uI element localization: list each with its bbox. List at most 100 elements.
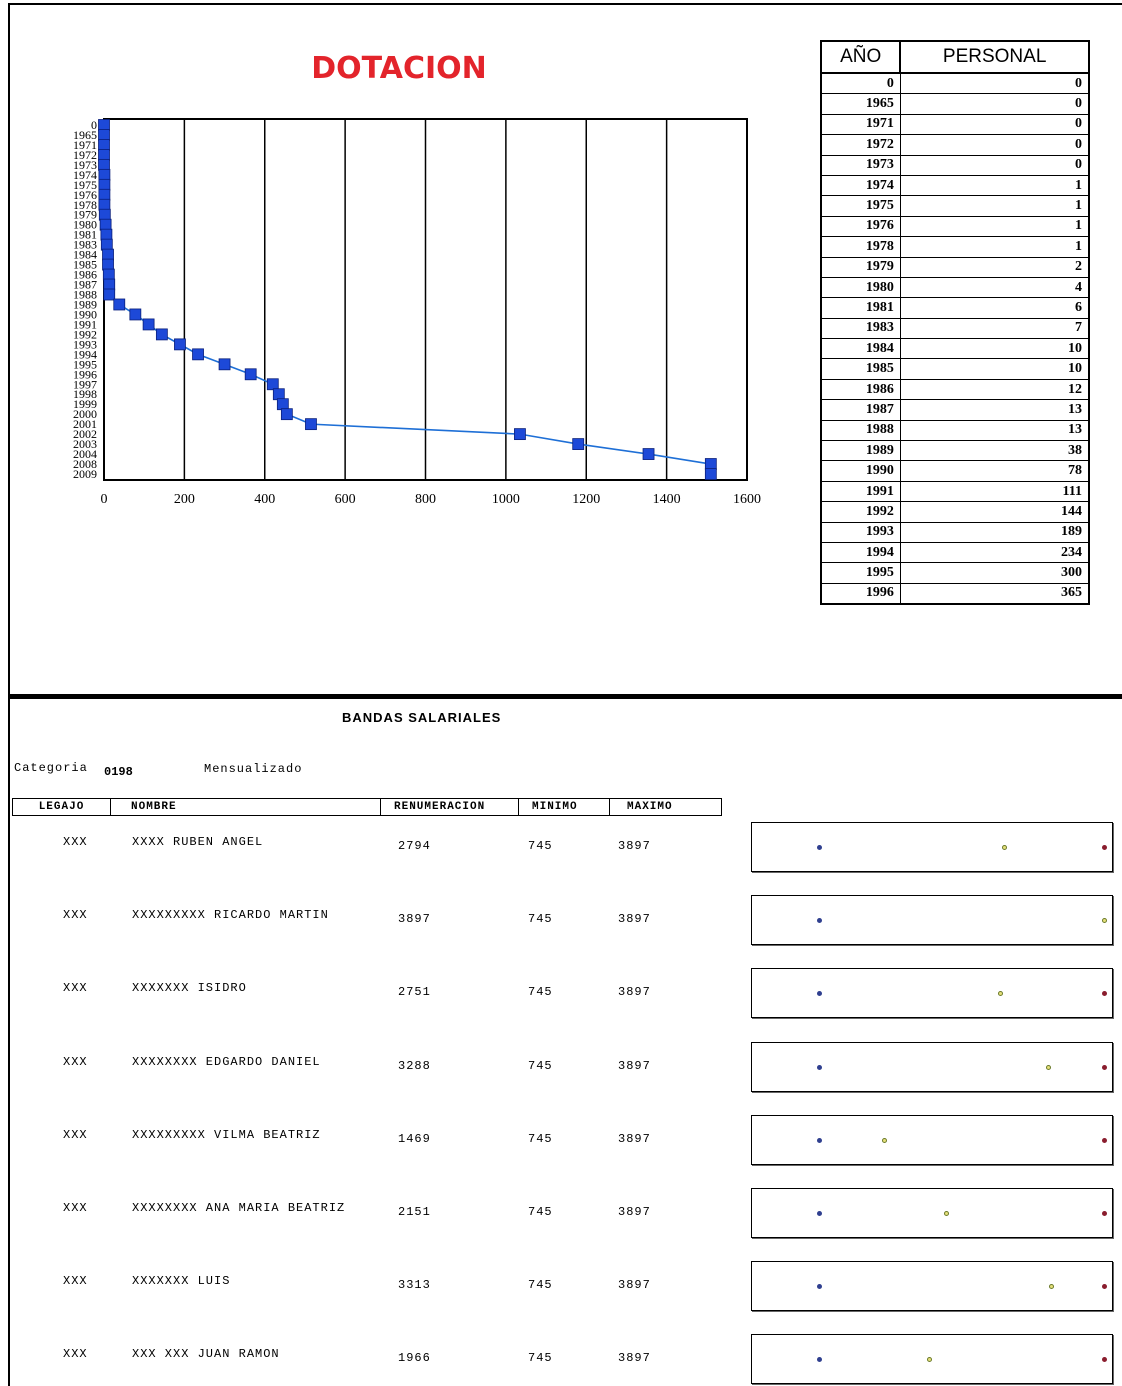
data-point — [156, 329, 167, 340]
cell-year: 1994 — [821, 542, 900, 562]
chart-grid — [104, 119, 747, 480]
salary-band-box — [751, 968, 1113, 1018]
data-point — [705, 469, 716, 480]
table-row: 1984 10 — [821, 339, 1089, 359]
cell-nombre: XXXXXXX LUIS — [132, 1274, 230, 1288]
header-personal: PERSONAL — [900, 41, 1089, 73]
cell-minimo: 745 — [528, 1278, 553, 1292]
cell-legajo: XXX — [63, 1347, 88, 1361]
max-dot — [1102, 991, 1107, 996]
cell-year: 1986 — [821, 379, 900, 399]
data-point — [103, 269, 114, 280]
cell-remuneracion: 3288 — [398, 1059, 431, 1073]
max-dot — [1102, 1357, 1107, 1362]
cell-year: 1995 — [821, 563, 900, 583]
cell-remuneracion: 3897 — [398, 912, 431, 926]
cell-year: 0 — [821, 73, 900, 94]
chart-title: DOTACION — [311, 51, 487, 86]
data-point — [99, 159, 110, 170]
dotacion-chart: DOTACION 0196519711972197319741975197619… — [0, 0, 800, 520]
min-dot — [817, 918, 822, 923]
cell-year: 1993 — [821, 522, 900, 542]
cell-year: 1976 — [821, 216, 900, 236]
data-point — [277, 399, 288, 410]
cell-year: 1975 — [821, 196, 900, 216]
table-row: 1978 1 — [821, 237, 1089, 257]
cell-year: 1965 — [821, 94, 900, 114]
cell-personal: 0 — [900, 73, 1089, 94]
table-row: 1986 12 — [821, 379, 1089, 399]
cell-nombre: XXXXXXXX EDGARDO DANIEL — [132, 1055, 321, 1069]
data-point — [103, 249, 114, 260]
table-row: 1973 0 — [821, 155, 1089, 175]
cell-minimo: 745 — [528, 1205, 553, 1219]
data-point — [103, 259, 114, 270]
table-row: 1989 38 — [821, 441, 1089, 461]
cell-personal: 0 — [900, 114, 1089, 134]
table-row: 1987 13 — [821, 400, 1089, 420]
salary-band-box — [751, 1261, 1113, 1311]
data-point — [104, 279, 115, 290]
cell-personal: 7 — [900, 318, 1089, 338]
cell-nombre: XXXX RUBEN ANGEL — [132, 835, 263, 849]
cell-personal: 2 — [900, 257, 1089, 277]
cell-legajo: XXX — [63, 1055, 88, 1069]
salary-band-box — [751, 895, 1113, 945]
cell-nombre: XXXXXXX ISIDRO — [132, 981, 247, 995]
cell-year: 1972 — [821, 135, 900, 155]
data-point — [245, 369, 256, 380]
cell-personal: 1 — [900, 196, 1089, 216]
data-point — [514, 429, 525, 440]
y-axis-labels: 0196519711972197319741975197619781979198… — [73, 118, 97, 481]
cell-personal: 10 — [900, 359, 1089, 379]
table-row: 1979 2 — [821, 257, 1089, 277]
data-point — [99, 179, 110, 190]
cell-year: 1981 — [821, 298, 900, 318]
cell-nombre: XXX XXX JUAN RAMON — [132, 1347, 280, 1361]
cell-minimo: 745 — [528, 1059, 553, 1073]
data-point — [305, 419, 316, 430]
cell-maximo: 3897 — [618, 1132, 651, 1146]
salary-band-box — [751, 1042, 1113, 1092]
cell-year: 1971 — [821, 114, 900, 134]
min-dot — [817, 1211, 822, 1216]
cell-legajo: XXX — [63, 1201, 88, 1215]
data-point — [174, 339, 185, 350]
table-row: 1994 234 — [821, 542, 1089, 562]
cell-year: 1980 — [821, 277, 900, 297]
data-point — [99, 129, 110, 140]
header-ano: AÑO — [821, 41, 900, 73]
col-header-remuneracion: RENUMERACION — [380, 798, 518, 816]
cell-personal: 38 — [900, 441, 1089, 461]
min-dot — [817, 1065, 822, 1070]
bands-title: BANDAS SALARIALES — [342, 710, 501, 725]
cell-remuneracion: 1966 — [398, 1351, 431, 1365]
category-value: 0198 — [104, 765, 133, 779]
salary-band-box — [751, 1188, 1113, 1238]
cell-remuneracion: 2751 — [398, 985, 431, 999]
cell-remuneracion: 2151 — [398, 1205, 431, 1219]
cell-personal: 1 — [900, 216, 1089, 236]
cell-maximo: 3897 — [618, 1278, 651, 1292]
series-markers — [99, 120, 717, 480]
cell-year: 1985 — [821, 359, 900, 379]
cell-legajo: XXX — [63, 1128, 88, 1142]
cell-year: 1983 — [821, 318, 900, 338]
cell-legajo: XXX — [63, 981, 88, 995]
data-point — [267, 379, 278, 390]
table-row: 1996 365 — [821, 583, 1089, 604]
x-tick-label: 1400 — [653, 492, 681, 507]
table-row: 1971 0 — [821, 114, 1089, 134]
value-dot — [927, 1357, 932, 1362]
table-row: 1980 4 — [821, 277, 1089, 297]
category-mode: Mensualizado — [204, 762, 302, 776]
cell-minimo: 745 — [528, 1132, 553, 1146]
cell-personal: 4 — [900, 277, 1089, 297]
min-dot — [817, 1284, 822, 1289]
data-point — [143, 319, 154, 330]
table-row: 1972 0 — [821, 135, 1089, 155]
data-point — [101, 229, 112, 240]
cell-personal: 13 — [900, 420, 1089, 440]
cell-personal: 10 — [900, 339, 1089, 359]
cell-minimo: 745 — [528, 912, 553, 926]
